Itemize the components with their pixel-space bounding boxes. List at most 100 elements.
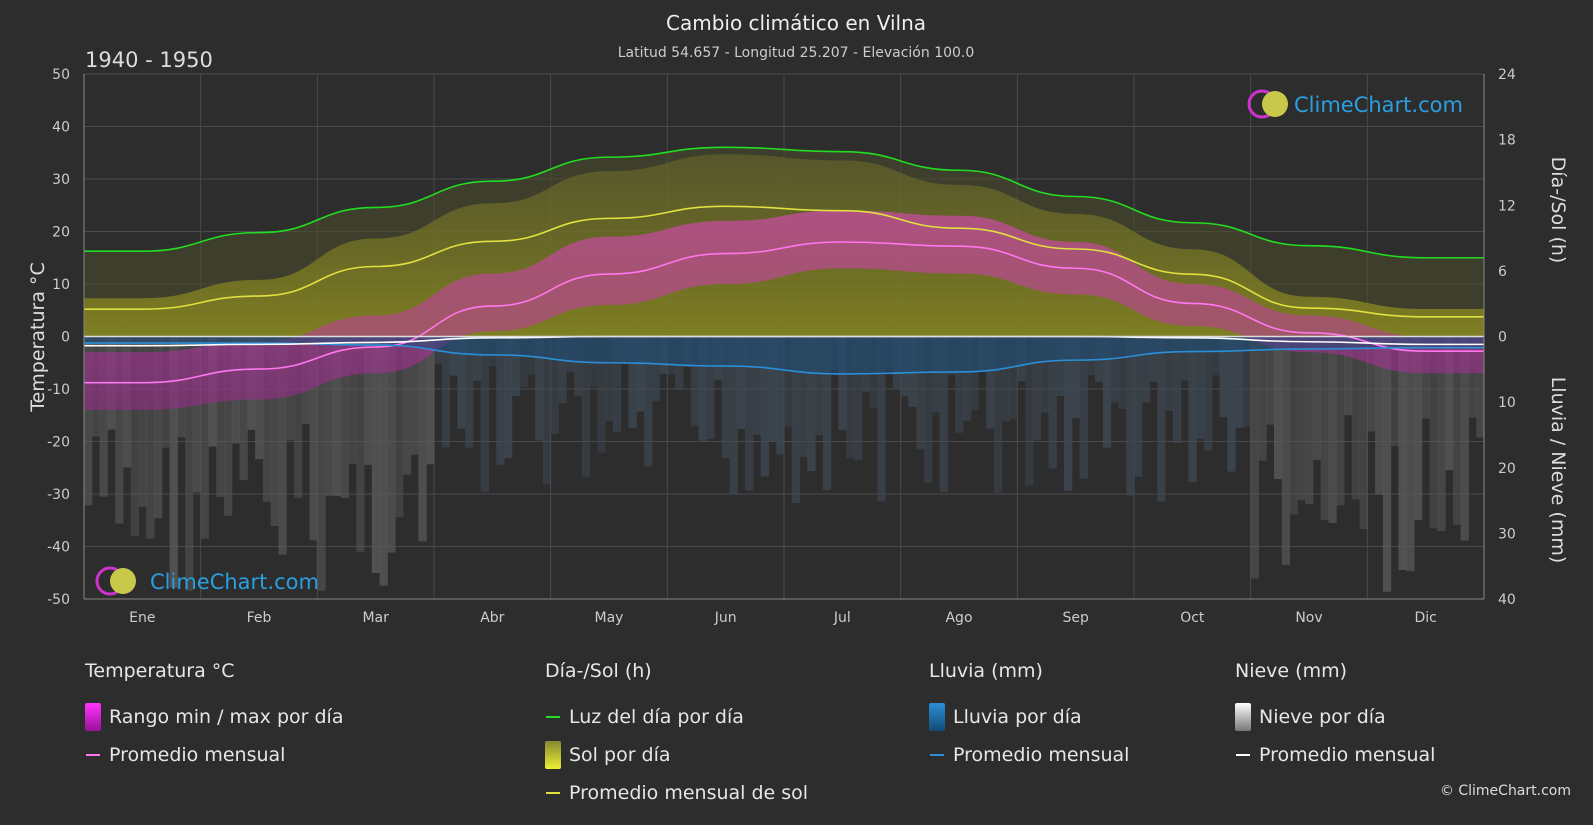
precip-daily-strip <box>970 336 979 411</box>
precip-daily-strip <box>1414 336 1423 521</box>
daylight-line <box>84 146 1484 259</box>
precip-daily-strip <box>784 336 793 427</box>
x-tick-label-month: Abr <box>480 610 504 626</box>
temperature-range-band <box>84 210 1484 410</box>
precip-daily-strip <box>550 336 559 435</box>
y-axis-right-top-label: Día-/Sol (h) <box>1547 157 1569 264</box>
precip-daily-strip <box>169 336 178 588</box>
temperature-average-line <box>83 241 1484 384</box>
y-tick-label-right-top: 18 <box>1498 133 1516 149</box>
precip-daily-strip <box>371 336 381 573</box>
y-axis-left-label: Temperatura °C <box>27 262 49 413</box>
precip-daily-strip <box>1079 336 1088 479</box>
areas <box>84 147 1485 592</box>
precip-daily-strip <box>216 336 225 498</box>
y-tick-label-left: -10 <box>47 382 70 398</box>
precip-daily-strip <box>1460 336 1469 541</box>
precip-daily-strip <box>1172 336 1182 444</box>
precip-daily-strip <box>1188 336 1197 483</box>
precip-daily-strip <box>115 336 124 524</box>
x-tick-label-month: Feb <box>247 610 272 626</box>
precip-daily-strip <box>581 336 591 477</box>
precip-daily-strip <box>1141 336 1151 403</box>
y-tick-label-left: 20 <box>52 225 70 241</box>
precip-daily-strip <box>1196 336 1205 439</box>
precip-daily-strip <box>854 336 863 461</box>
precip-daily-strip <box>309 336 318 541</box>
precip-daily-strip <box>1437 336 1446 532</box>
precip-daily-strip <box>924 336 933 483</box>
precip-daily-strip <box>1009 336 1018 420</box>
precip-daily-strip <box>1071 336 1081 418</box>
precip-daily-strip <box>916 336 925 450</box>
precip-daily-strip <box>799 336 808 457</box>
precip-daily-strip <box>1040 336 1049 413</box>
precip-daily-strip <box>939 336 948 492</box>
precip-daily-strip <box>224 336 233 516</box>
precip-daily-strip <box>379 336 388 586</box>
precip-daily-strip <box>1351 336 1361 500</box>
x-tick-label-month: Nov <box>1295 610 1322 626</box>
precip-daily-strip <box>402 336 412 475</box>
precip-daily-strip <box>846 336 855 458</box>
precip-daily-strip <box>1344 336 1353 416</box>
precip-daily-strip <box>1211 336 1221 376</box>
x-tick-label-month: Ene <box>129 610 155 626</box>
precip-daily-strip <box>1336 336 1345 506</box>
axes: 50 40 30 20 10 0 -10 -20 -30 -40 -50 24 18 12 6 0 10 20 30… <box>47 67 1516 626</box>
precip-daily-strip <box>612 336 622 432</box>
precip-daily-strip <box>776 336 785 455</box>
precip-daily-strip <box>931 336 941 413</box>
precip-daily-strip <box>262 336 272 502</box>
watermark-bottom-text: ClimeChart.com <box>150 570 319 594</box>
precip-daily-strip <box>387 336 396 553</box>
x-tick-label-month: Mar <box>362 610 389 626</box>
precip-daily-strip <box>1025 336 1034 486</box>
precip-daily-strip <box>1219 336 1228 418</box>
precip-daily-strip <box>130 336 139 537</box>
precip-daily-strip <box>192 336 202 493</box>
precip-daily-strip <box>278 336 287 555</box>
precip-daily-strip <box>706 336 715 439</box>
precip-daily-strip <box>418 336 427 542</box>
precip-daily-strip <box>200 336 209 539</box>
x-tick-label-month: Sep <box>1062 610 1089 626</box>
precip-daily-strip <box>651 336 661 402</box>
precip-daily-strip <box>737 336 746 429</box>
watermark-top: ClimeChart.com <box>1247 89 1463 119</box>
sunshine-average-line <box>83 205 1484 318</box>
precip-daily-strip <box>807 336 816 472</box>
precip-daily-strip <box>1305 336 1314 504</box>
copyright: © ClimeChart.com <box>1439 783 1571 799</box>
precip-daily-strip <box>1452 336 1462 525</box>
y-tick-label-right-top: 24 <box>1498 67 1516 83</box>
precip-daily-strip <box>1312 336 1322 460</box>
precip-daily-strip <box>628 336 637 428</box>
x-tick-label-month: May <box>595 610 624 626</box>
precip-daily-strip <box>511 336 521 396</box>
precip-daily-strip <box>1056 336 1065 396</box>
precip-daily-strip <box>395 336 404 518</box>
precip-daily-strip <box>994 336 1003 493</box>
precip-daily-strip <box>185 336 194 591</box>
rain-average-area <box>84 336 1484 374</box>
precip-daily-strip <box>1445 336 1454 471</box>
precip-daily-strip <box>146 336 155 539</box>
y-tick-label-right-bottom: 30 <box>1498 526 1516 542</box>
precip-daily-strip <box>1227 336 1236 472</box>
y-tick-label-left: 10 <box>52 277 70 293</box>
y-tick-label-left: -20 <box>47 435 70 451</box>
y-tick-label-left: -30 <box>47 487 70 503</box>
precip-daily-strip <box>877 336 886 502</box>
y-tick-label-left: 30 <box>52 172 70 188</box>
precip-daily-strip <box>1242 336 1252 427</box>
chart-title: Cambio climático en Vilna <box>666 11 926 35</box>
precip-daily-strip <box>325 336 334 496</box>
precip-daily-strip <box>1001 336 1011 422</box>
precip-daily-strip <box>449 336 458 376</box>
y-axis-right-bottom-label: Lluvia / Nieve (mm) <box>1547 377 1569 564</box>
precip-daily-strip <box>1429 336 1438 529</box>
precip-daily-strip <box>721 336 731 459</box>
precip-daily-strip <box>1390 336 1399 446</box>
precip-daily-strip <box>465 336 474 448</box>
